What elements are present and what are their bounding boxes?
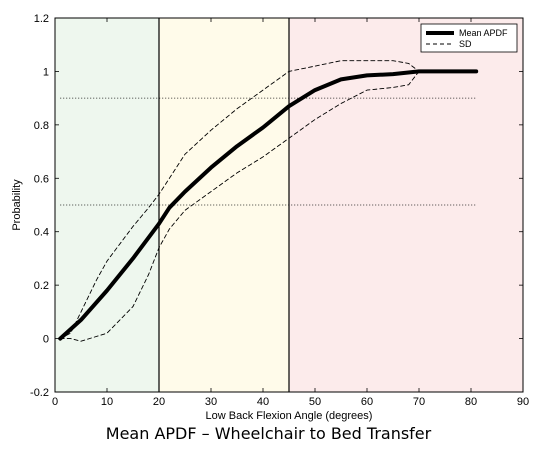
- series-line-sd-2: [59, 70, 477, 342]
- x-axis-label: Low Back Flexion Angle (degrees): [206, 410, 373, 422]
- y-tick-label: 0.6: [34, 173, 49, 185]
- x-tick-label: 50: [309, 396, 321, 408]
- x-tick-label: 20: [153, 396, 165, 408]
- y-tick-label: 0.8: [34, 120, 49, 132]
- x-tick-label: 90: [517, 396, 529, 408]
- series-line-mean-apdf: [58, 69, 479, 341]
- legend-label: SD: [459, 39, 472, 49]
- region-0: [55, 18, 159, 392]
- x-tick-label: 70: [413, 396, 425, 408]
- y-tick-label: 1: [43, 66, 49, 78]
- x-tick-label: 60: [361, 396, 373, 408]
- y-tick-label: 1.2: [34, 13, 49, 25]
- x-tick-label: 0: [52, 396, 58, 408]
- series-layer: [58, 60, 479, 342]
- y-tick-label: 0: [43, 334, 49, 346]
- figure-caption: Mean APDF – Wheelchair to Bed Transfer: [105, 424, 432, 443]
- legend-box: [420, 23, 518, 53]
- x-tick-label: 80: [465, 396, 477, 408]
- y-tick-label: 0.2: [34, 280, 49, 292]
- reference-lines-layer: [60, 97, 477, 206]
- y-tick-label: -0.2: [30, 387, 49, 399]
- x-tick-label: 10: [101, 396, 113, 408]
- legend-label: Mean APDF: [459, 28, 508, 38]
- y-tick-label: 0.4: [34, 227, 49, 239]
- y-axis-label: Probability: [11, 179, 23, 231]
- region-1: [159, 18, 289, 392]
- ticks-layer: 0 10 20 30 40 50 60 70 80 90-0.200.20.40.60.811.2: [30, 13, 529, 408]
- x-tick-label: 30: [205, 396, 217, 408]
- vertical-lines-layer: [158, 18, 290, 392]
- x-tick-label: 40: [257, 396, 269, 408]
- plot-frame: [54, 17, 524, 393]
- series-line-sd-1: [59, 60, 477, 340]
